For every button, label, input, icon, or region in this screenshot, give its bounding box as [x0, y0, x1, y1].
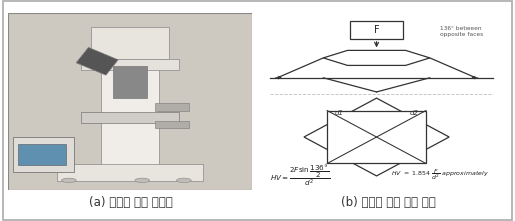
Polygon shape — [323, 50, 430, 65]
Text: (b) 비커스 경도 측정 원리: (b) 비커스 경도 측정 원리 — [341, 196, 436, 209]
Bar — [154, 121, 188, 128]
Text: 136° between
opposite faces: 136° between opposite faces — [439, 26, 483, 37]
Text: F: F — [374, 25, 380, 35]
Ellipse shape — [177, 178, 191, 183]
Bar — [154, 103, 188, 110]
Bar — [81, 59, 179, 70]
Polygon shape — [327, 110, 426, 164]
Bar — [12, 137, 74, 172]
Polygon shape — [304, 98, 449, 176]
Text: d1: d1 — [334, 110, 344, 116]
Text: (a) 비커스 경도 시험기: (a) 비커스 경도 시험기 — [90, 196, 173, 209]
Text: $HV=\dfrac{2F\sin\dfrac{136°}{2}}{d^2}$: $HV=\dfrac{2F\sin\dfrac{136°}{2}}{d^2}$ — [270, 162, 330, 188]
Text: d2: d2 — [410, 110, 419, 116]
Ellipse shape — [135, 178, 150, 183]
Bar — [113, 66, 147, 98]
Bar — [350, 21, 403, 39]
Bar — [81, 112, 179, 123]
Bar — [18, 144, 66, 165]
Bar — [91, 27, 169, 59]
Ellipse shape — [62, 178, 76, 183]
Text: $HV\ =\ 1.854\ \dfrac{F}{d^2}\ approximately$: $HV\ =\ 1.854\ \dfrac{F}{d^2}\ approxima… — [391, 168, 489, 183]
Bar — [100, 49, 159, 176]
Bar — [76, 48, 118, 75]
Bar — [57, 164, 203, 181]
